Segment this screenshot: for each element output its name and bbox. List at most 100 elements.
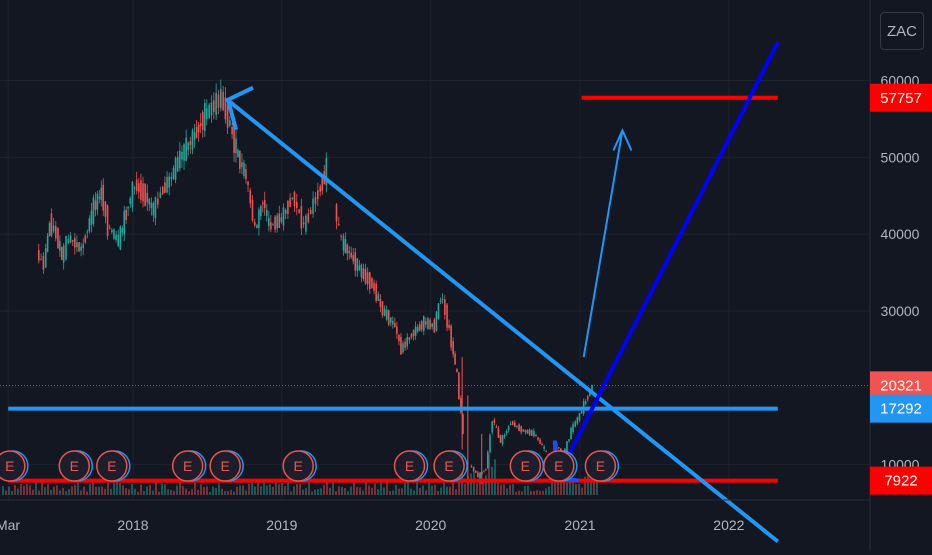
earnings-marker[interactable]: E <box>96 450 131 482</box>
volume-bar <box>548 486 550 495</box>
volume-bar <box>119 483 121 495</box>
candle-body <box>537 437 539 440</box>
x-tick-label: Mar <box>0 517 20 533</box>
earnings-marker[interactable]: E <box>209 450 244 482</box>
uptrend-line[interactable] <box>554 41 780 480</box>
volume-bar <box>350 486 352 495</box>
earnings-marker[interactable]: E <box>584 450 620 482</box>
candle-body <box>176 156 179 172</box>
volume-bar <box>353 481 355 495</box>
candle-body <box>261 202 264 205</box>
candle-body <box>210 102 213 116</box>
volume-bar <box>203 487 205 495</box>
volume-bar <box>221 488 223 495</box>
x-tick-label: 2022 <box>713 517 744 533</box>
candle-body <box>539 439 541 444</box>
candle-body <box>113 229 115 239</box>
candle-body <box>69 235 72 243</box>
volume-bar <box>329 487 331 495</box>
earnings-marker-label: E <box>183 458 192 474</box>
earnings-marker-label: E <box>5 458 14 474</box>
volume-bar <box>542 490 544 495</box>
candle-body <box>443 299 446 315</box>
drawings[interactable] <box>8 41 780 544</box>
earnings-marker[interactable]: E <box>433 450 468 482</box>
earnings-marker[interactable]: E <box>282 450 317 482</box>
volume-bar <box>584 476 586 495</box>
volume-bar <box>545 488 547 495</box>
candle-body <box>82 243 85 249</box>
earnings-marker[interactable]: E <box>0 450 29 482</box>
candle-body <box>144 183 146 206</box>
volume-bar <box>338 486 340 495</box>
candle-body <box>127 207 129 209</box>
earnings-marker[interactable]: E <box>58 450 94 482</box>
downtrend-line[interactable] <box>225 98 780 544</box>
candle-body <box>270 222 272 230</box>
candle-body <box>381 301 384 316</box>
earnings-marker-circle <box>96 450 128 482</box>
candle-body <box>528 429 531 436</box>
earnings-marker[interactable]: E <box>171 450 207 482</box>
volume-bar <box>257 481 259 495</box>
candle-body <box>420 321 423 330</box>
volume-bar <box>35 480 37 495</box>
volume-bar <box>365 481 367 495</box>
candle-body <box>185 137 187 161</box>
volume-bar <box>83 486 85 495</box>
volume-bar <box>206 486 208 495</box>
volume-bar <box>413 490 415 495</box>
volume-bar <box>197 490 199 495</box>
volume-bar <box>578 483 580 495</box>
candle-body <box>80 246 82 251</box>
earnings-marker[interactable]: E <box>509 450 545 482</box>
candle-body <box>574 422 577 427</box>
volume-bar <box>65 491 67 495</box>
y-tick-label: 50000 <box>881 149 920 165</box>
volume-bar <box>56 485 58 495</box>
volume-bar <box>89 483 91 495</box>
volume-bar <box>275 480 277 495</box>
earnings-marker[interactable]: E <box>543 450 578 482</box>
candle-body <box>65 235 67 260</box>
candle-body <box>54 226 57 239</box>
candle-body <box>398 334 400 342</box>
earnings-marker[interactable]: E <box>393 450 429 482</box>
volume-bar <box>419 487 421 495</box>
candle-body <box>495 426 498 428</box>
volume-bar <box>146 486 148 495</box>
symbol-badge[interactable]: ZAC <box>880 12 924 50</box>
volume-bar <box>308 480 310 495</box>
volume-bar <box>179 481 181 495</box>
candle-body <box>245 169 247 180</box>
volume-bar <box>266 485 268 495</box>
candle-body <box>86 231 89 233</box>
candle-body <box>414 326 417 336</box>
volume-bar <box>494 459 496 495</box>
projection-arrow[interactable] <box>582 130 624 358</box>
volume-bar <box>359 487 361 495</box>
volume-bar <box>323 484 325 495</box>
candle-body <box>74 238 76 248</box>
candle-body <box>309 210 312 215</box>
candle-body <box>509 424 512 426</box>
volume-bar <box>212 486 214 495</box>
candle-body <box>483 471 485 473</box>
volume-bar <box>440 487 442 495</box>
candle-body <box>340 235 342 237</box>
volume-bar <box>416 480 418 495</box>
volume-bar <box>407 482 409 495</box>
candle-body <box>433 319 436 333</box>
earnings-marker-label: E <box>70 458 79 474</box>
candle-body <box>368 272 371 290</box>
volume-bar <box>134 488 136 495</box>
volume-bar <box>506 488 508 495</box>
volume-bar <box>110 488 112 495</box>
candle-body <box>258 209 260 229</box>
candle-body <box>530 430 533 436</box>
candle-body <box>96 193 99 210</box>
symbol-label: ZAC <box>887 22 917 40</box>
